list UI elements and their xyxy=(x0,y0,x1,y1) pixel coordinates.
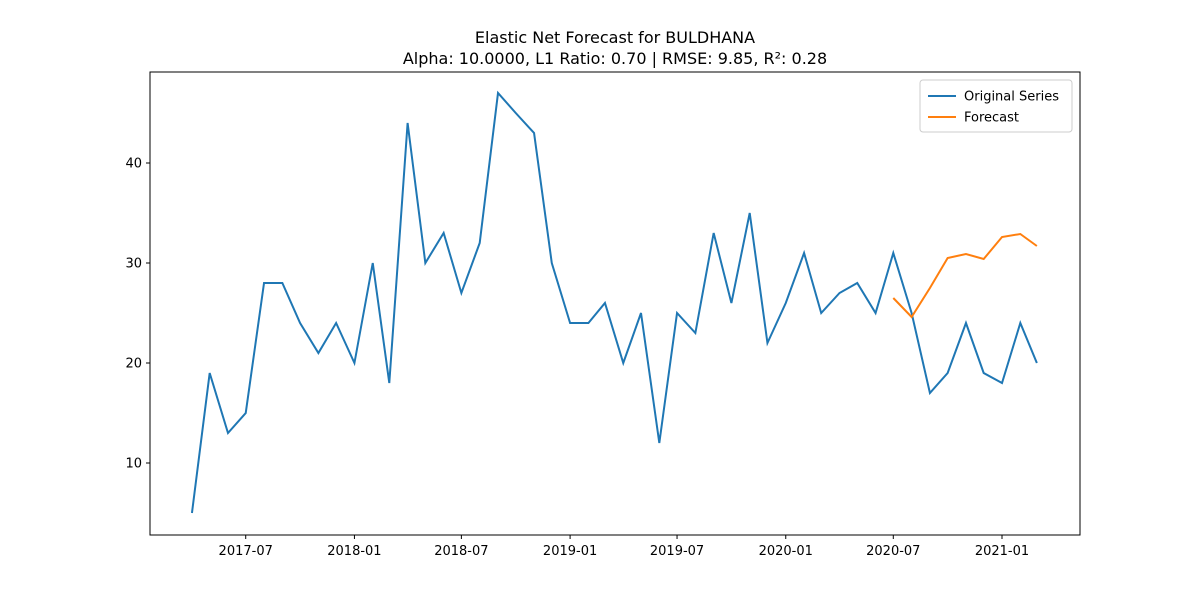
y-tick-label: 20 xyxy=(125,357,142,372)
chart-title: Elastic Net Forecast for BULDHANA xyxy=(475,28,755,47)
x-tick-label: 2018-01 xyxy=(327,544,381,559)
x-tick-label: 2017-07 xyxy=(219,544,273,559)
x-tick-label: 2019-07 xyxy=(650,544,704,559)
y-tick-label: 40 xyxy=(125,157,142,172)
series-line xyxy=(190,90,1038,514)
x-tick-label: 2020-01 xyxy=(759,544,813,559)
x-tick-label: 2021-01 xyxy=(975,544,1029,559)
chart-subtitle: Alpha: 10.0000, L1 Ratio: 0.70 | RMSE: 9… xyxy=(403,49,827,68)
series-line xyxy=(892,232,1038,319)
y-tick-label: 30 xyxy=(125,257,142,272)
plot-frame xyxy=(149,71,1081,536)
legend-label: Forecast xyxy=(964,111,1019,126)
y-tick-label: 10 xyxy=(125,457,142,472)
x-tick-label: 2019-01 xyxy=(543,544,597,559)
x-tick-label: 2020-07 xyxy=(866,544,920,559)
legend-label: Original Series xyxy=(964,90,1059,105)
legend-box xyxy=(919,79,1073,133)
x-tick-label: 2018-07 xyxy=(434,544,488,559)
